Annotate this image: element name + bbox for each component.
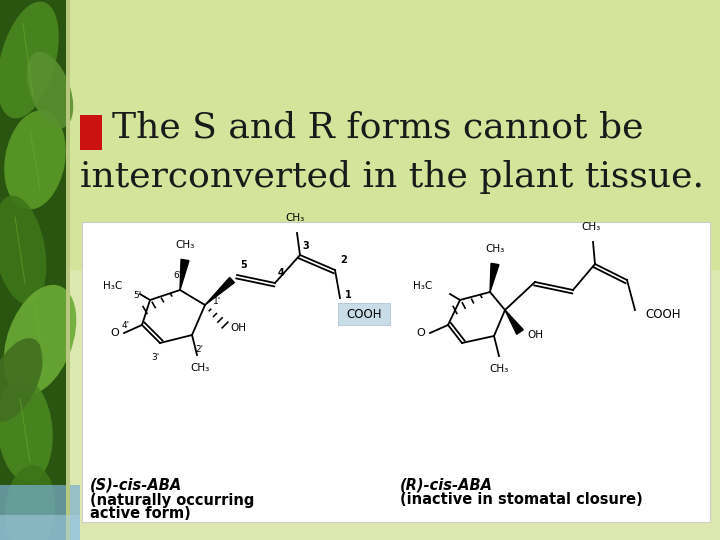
- Text: COOH: COOH: [645, 308, 680, 321]
- Text: OH: OH: [527, 330, 543, 340]
- Text: CH₃: CH₃: [485, 244, 505, 254]
- Bar: [0, 0, 720, 270]
- Bar: [0, 485, 80, 540]
- Text: 1: 1: [345, 290, 352, 300]
- Ellipse shape: [0, 195, 46, 305]
- Text: 2': 2': [195, 345, 203, 354]
- Text: CH₃: CH₃: [490, 364, 508, 374]
- Bar: [82, 222, 710, 522]
- Polygon shape: [505, 310, 523, 334]
- Text: 1': 1': [213, 298, 221, 307]
- Text: The S and R forms cannot be: The S and R forms cannot be: [112, 110, 644, 144]
- Text: H₃C: H₃C: [413, 281, 432, 291]
- Text: (naturally occurring: (naturally occurring: [90, 492, 254, 508]
- Bar: [66, 0, 70, 540]
- Text: (R)-cis-ABA: (R)-cis-ABA: [400, 477, 493, 492]
- Ellipse shape: [5, 465, 55, 540]
- Ellipse shape: [0, 338, 43, 422]
- Text: 2: 2: [340, 255, 347, 265]
- Text: 5: 5: [240, 260, 247, 270]
- Ellipse shape: [27, 52, 73, 128]
- Text: COOH: COOH: [346, 307, 382, 321]
- Text: 3': 3': [151, 353, 159, 362]
- Polygon shape: [205, 278, 235, 305]
- Text: CH₃: CH₃: [190, 363, 210, 373]
- Ellipse shape: [0, 2, 59, 118]
- Ellipse shape: [0, 377, 53, 482]
- Bar: [80, 115, 102, 150]
- Text: O: O: [416, 328, 425, 338]
- Text: 5': 5': [134, 291, 142, 300]
- Text: 6': 6': [174, 271, 182, 280]
- Bar: [0, 515, 80, 540]
- Text: CH₃: CH₃: [176, 240, 194, 250]
- Text: OH: OH: [230, 323, 246, 333]
- Ellipse shape: [4, 285, 76, 395]
- Text: CH₃: CH₃: [581, 222, 600, 232]
- Text: O: O: [110, 328, 119, 338]
- Bar: [0, 0, 68, 540]
- Text: H₃C: H₃C: [103, 281, 122, 291]
- Text: 3: 3: [302, 241, 309, 251]
- Text: (inactive in stomatal closure): (inactive in stomatal closure): [400, 492, 643, 508]
- Text: CH₃: CH₃: [285, 213, 305, 223]
- Ellipse shape: [4, 111, 66, 210]
- Bar: [338, 303, 390, 325]
- Polygon shape: [180, 259, 189, 290]
- Text: active form): active form): [90, 507, 191, 522]
- Text: 4': 4': [122, 321, 130, 329]
- Text: 4: 4: [278, 268, 284, 278]
- Text: interconverted in the plant tissue.: interconverted in the plant tissue.: [80, 160, 704, 194]
- Text: (S)-cis-ABA: (S)-cis-ABA: [90, 477, 182, 492]
- Polygon shape: [490, 264, 499, 292]
